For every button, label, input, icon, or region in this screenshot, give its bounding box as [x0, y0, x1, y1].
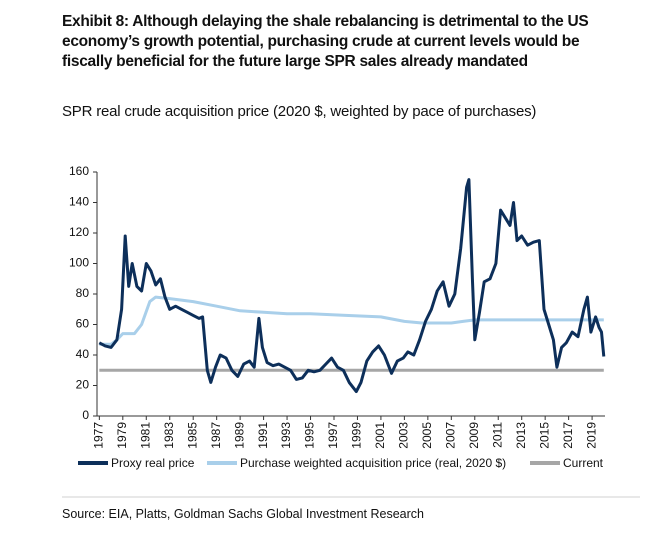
x-tick-label: 2007 — [443, 422, 457, 449]
x-tick-label: 1983 — [162, 422, 176, 449]
chart-subtitle: SPR real crude acquisition price (2020 $… — [62, 103, 537, 120]
legend-label: Proxy real price — [111, 456, 195, 470]
x-tick-label: 2003 — [397, 422, 411, 449]
y-tick-label: 160 — [69, 164, 89, 178]
x-tick-label: 1995 — [303, 422, 317, 449]
x-tick-label: 1979 — [115, 422, 129, 449]
x-tick-label: 2015 — [537, 422, 551, 449]
data-line — [99, 295, 604, 346]
x-tick-label: 1993 — [279, 422, 293, 449]
source-note: Source: EIA, Platts, Goldman Sachs Globa… — [62, 507, 424, 521]
y-tick-label: 20 — [76, 378, 90, 392]
y-tick-label: 100 — [69, 256, 89, 270]
y-tick-label: 140 — [69, 195, 89, 209]
x-tick-label: 1987 — [209, 422, 223, 449]
x-tick-label: 1985 — [185, 422, 199, 449]
x-tick-label: 2005 — [420, 422, 434, 449]
x-tick-label: 1989 — [232, 422, 246, 449]
y-tick-label: 120 — [69, 225, 89, 239]
y-tick-label: 40 — [76, 347, 90, 361]
legend-label: Current — [563, 456, 604, 470]
x-tick-label: 2017 — [561, 422, 575, 449]
chart-title: Exhibit 8: Although delaying the shale r… — [62, 13, 589, 70]
x-tick-label: 2019 — [584, 422, 598, 449]
x-tick-label: 1981 — [138, 422, 152, 449]
x-tick-label: 2001 — [373, 422, 387, 449]
legend-label: Purchase weighted acquisition price (rea… — [240, 456, 506, 470]
data-line — [98, 178, 606, 394]
x-tick-label: 1991 — [256, 422, 270, 449]
x-tick-label: 1977 — [92, 422, 106, 449]
x-tick-label: 1997 — [326, 422, 340, 449]
y-tick-label: 0 — [82, 408, 89, 422]
x-tick-label: 2009 — [467, 422, 481, 449]
x-tick-label: 2013 — [514, 422, 528, 449]
y-tick-label: 60 — [76, 317, 90, 331]
x-tick-label: 1999 — [350, 422, 364, 449]
x-tick-label: 2011 — [490, 422, 504, 448]
y-tick-label: 80 — [76, 286, 90, 300]
